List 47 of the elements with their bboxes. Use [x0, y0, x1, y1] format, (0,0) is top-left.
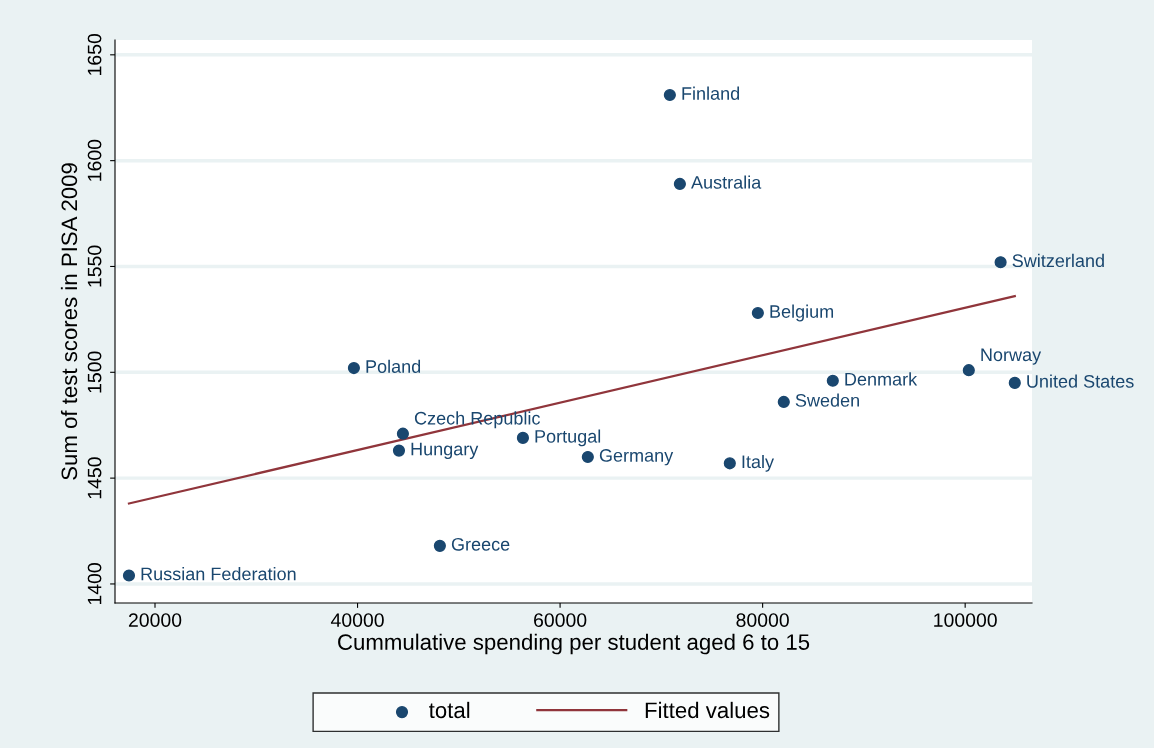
- annotation: Finland: [682, 86, 740, 100]
- legend-label: Fitted values: [645, 701, 770, 719]
- point: [433, 539, 446, 552]
- annotation: Sweden: [795, 393, 859, 407]
- y-tick-label: 1500: [87, 351, 102, 393]
- annotation: Norway: [981, 348, 1042, 365]
- point: [751, 306, 764, 320]
- annotation: Belgium: [770, 304, 834, 322]
- y-axis-title: Sum of test scores in PISA 2009: [60, 163, 78, 480]
- point: [994, 256, 1007, 269]
- x-tick-label: 40000: [330, 613, 384, 627]
- y-tick-label: 1550: [87, 245, 102, 287]
- point: [673, 177, 686, 190]
- point: [826, 374, 839, 387]
- y-tick-label: 1600: [87, 139, 102, 181]
- x-axis-title: Cummulative spending per student aged 6 to 15: [338, 633, 810, 655]
- annotation: Germany: [599, 449, 674, 466]
- x-tick-label: 20000: [128, 613, 182, 627]
- annotation: Denmark: [845, 372, 918, 386]
- point: [663, 88, 676, 102]
- x-tick-label: 60000: [534, 613, 587, 627]
- y-tick-label: 1450: [87, 457, 102, 499]
- point: [723, 457, 736, 470]
- point: [122, 569, 136, 582]
- point: [962, 364, 975, 377]
- point: [777, 395, 790, 409]
- legend-label: total: [429, 701, 470, 719]
- annotation: Hungary: [411, 442, 479, 460]
- x-tick-label: 80000: [736, 613, 789, 627]
- point: [396, 427, 409, 440]
- annotation: Portugal: [535, 429, 601, 447]
- point: [516, 431, 529, 444]
- annotation: Russian Federation: [141, 567, 296, 581]
- annotation: Poland: [366, 359, 421, 373]
- point: [581, 450, 594, 464]
- annotation: United States: [1027, 374, 1134, 388]
- x-tick-label: 100000: [934, 613, 997, 627]
- annotation: Switzerland: [1012, 253, 1104, 268]
- annotation: Italy: [742, 454, 774, 472]
- annotation: Greece: [451, 537, 510, 551]
- point: [392, 444, 406, 457]
- y-tick-label: 1400: [87, 563, 102, 605]
- point: [347, 361, 360, 375]
- annotation: Czech Republic: [414, 411, 540, 429]
- annotation: Australia: [691, 175, 762, 189]
- point: [1008, 376, 1021, 389]
- y-tick-label: 1650: [87, 33, 102, 75]
